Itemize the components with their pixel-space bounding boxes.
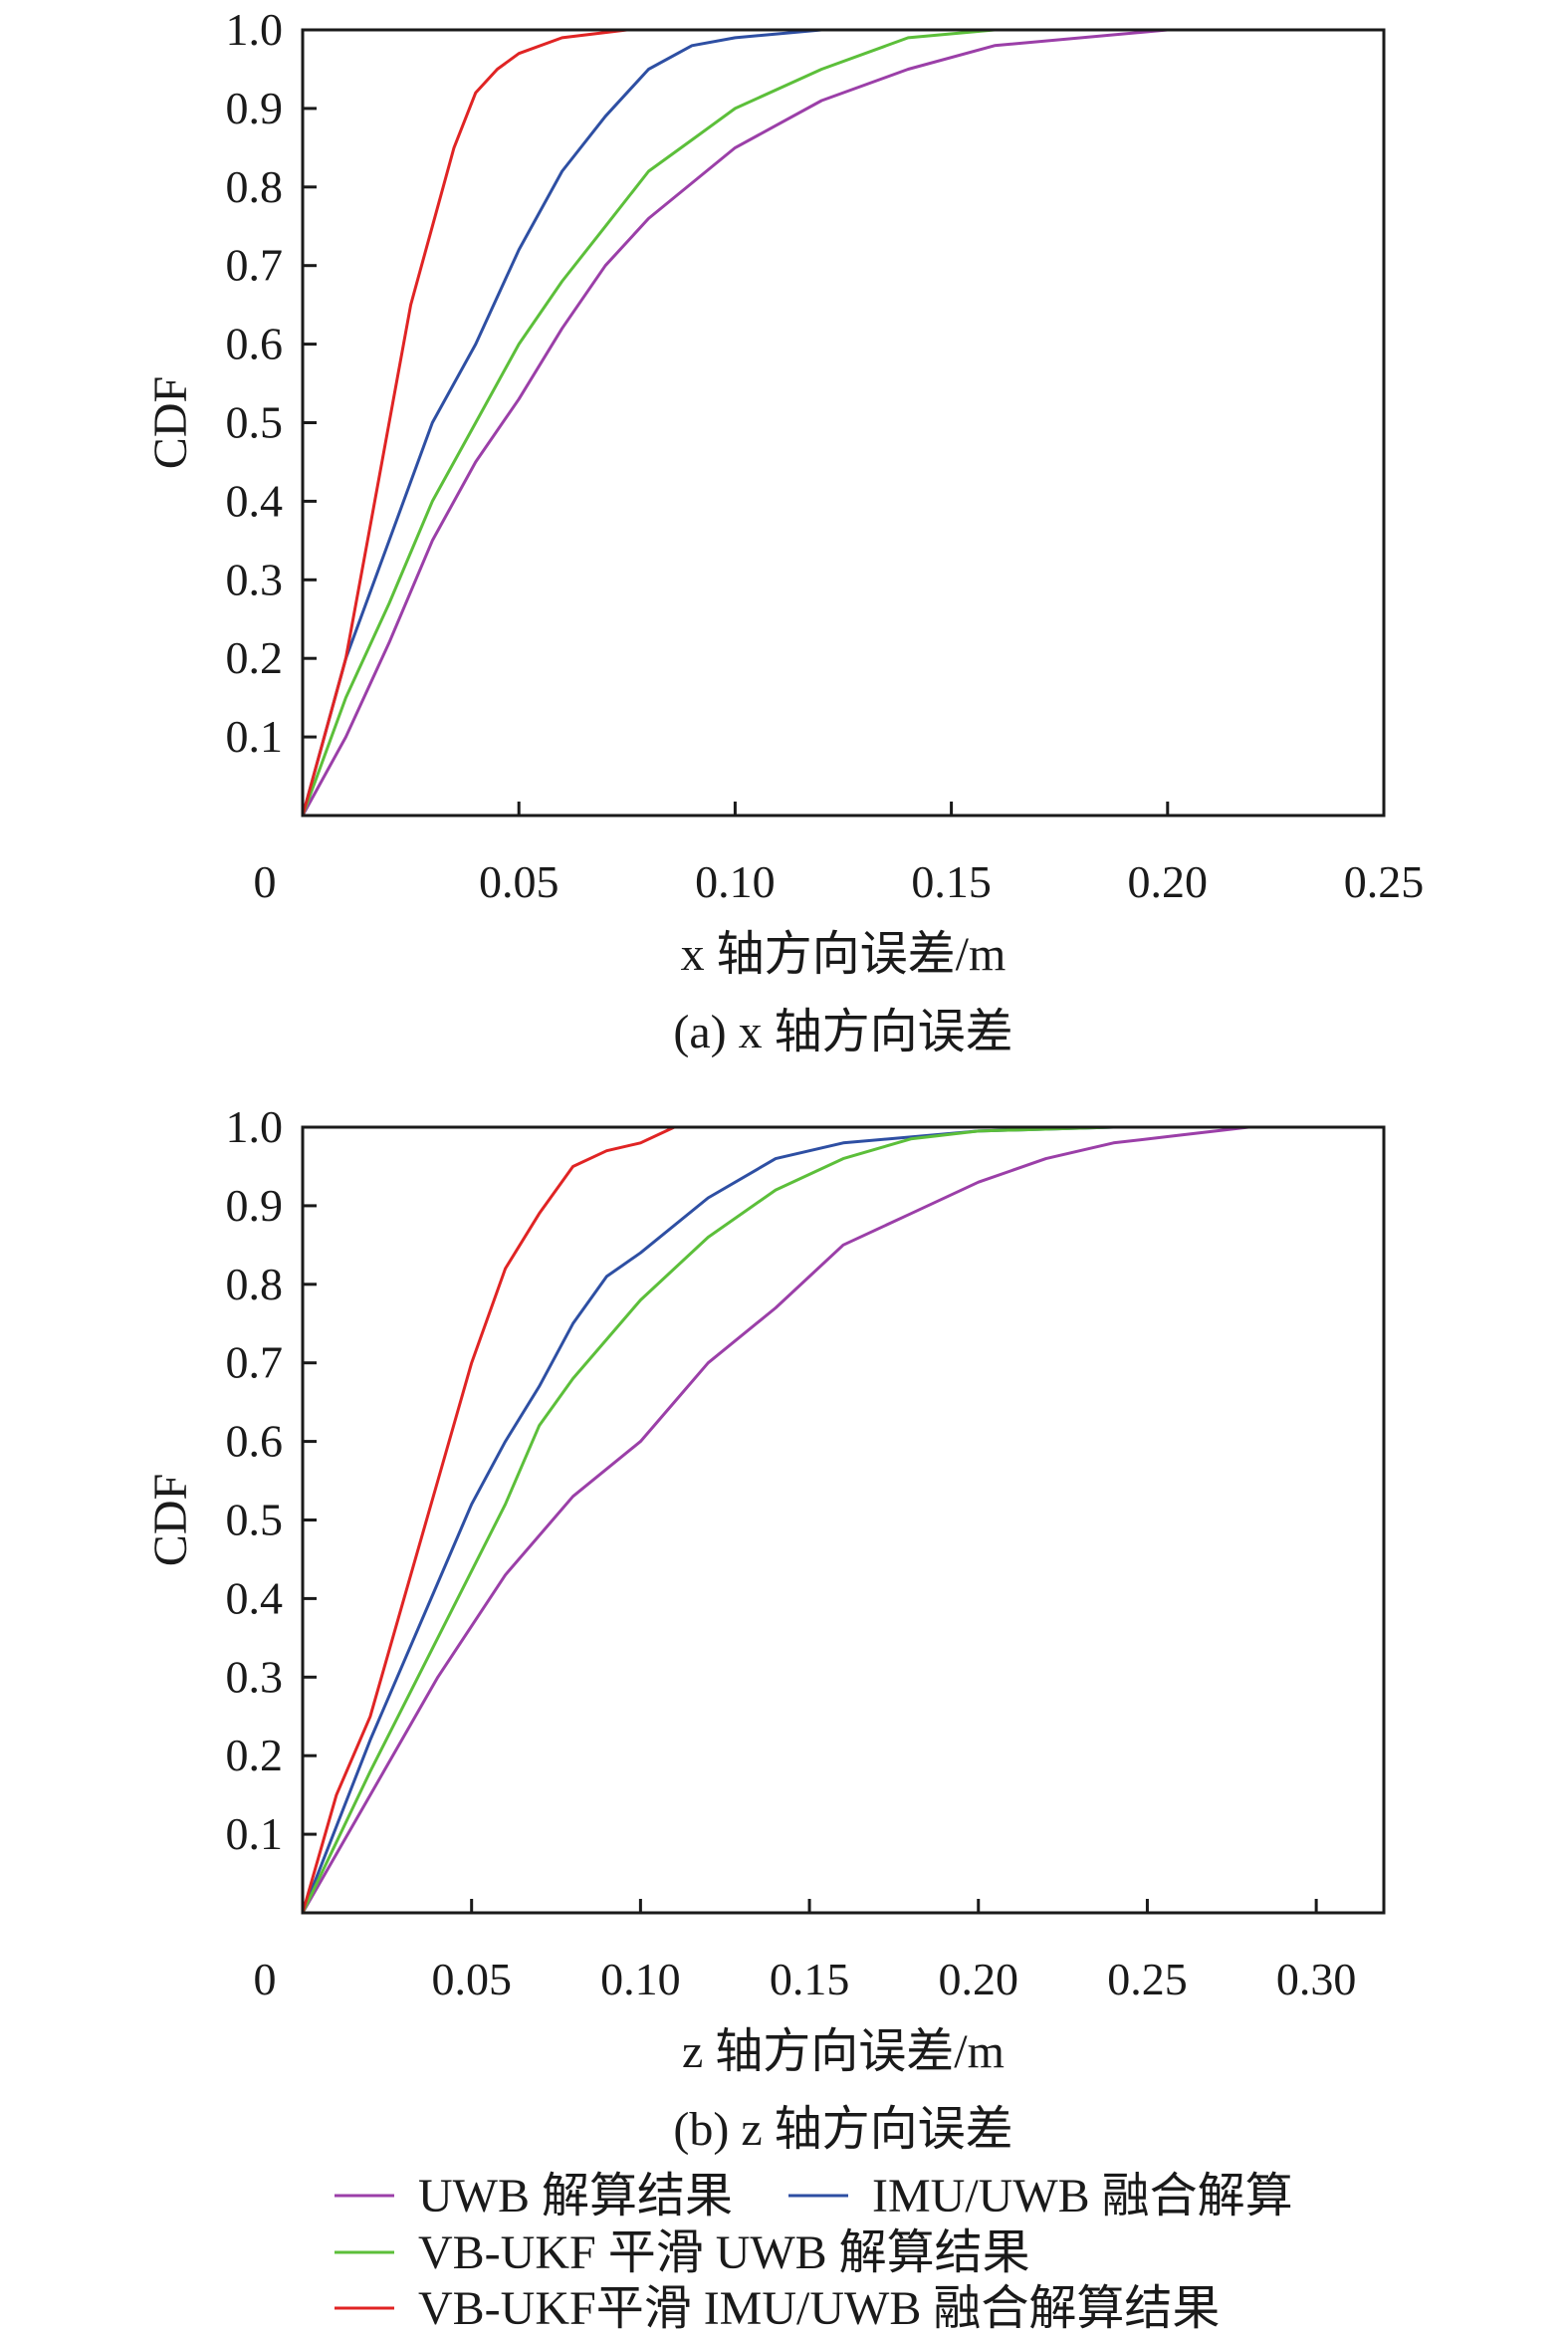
x-tick-label: 0.20 <box>939 1954 1019 2004</box>
y-axis-label: CDF <box>144 1474 197 1566</box>
x-tick-label: 0.25 <box>1344 856 1425 907</box>
y-tick-label: 1.0 <box>226 4 284 55</box>
series-line-1 <box>301 28 822 817</box>
y-tick-label: 0.1 <box>226 711 284 762</box>
x-tick-label: 0.05 <box>431 1954 512 2004</box>
x-tick-label: 0.05 <box>479 856 560 907</box>
chart-title: (a) x 轴方向误差 <box>673 1006 1012 1058</box>
y-tick-label: 0.1 <box>226 1808 284 1859</box>
y-tick-label: 0.2 <box>226 1730 284 1780</box>
plot-frame <box>301 28 1386 818</box>
y-tick-label: 0.7 <box>226 240 284 291</box>
x-axis-label: z 轴方向误差/m <box>682 2025 1005 2078</box>
y-tick-label: 0.5 <box>226 397 284 448</box>
x-tick-label: 0 <box>254 1954 277 2004</box>
x-tick-label: 0.25 <box>1107 1954 1188 2004</box>
y-tick-label: 0.7 <box>226 1337 284 1388</box>
x-tick-label: 0.10 <box>600 1954 681 2004</box>
x-tick-label: 0.30 <box>1276 1954 1357 2004</box>
y-tick-label: 0.2 <box>226 632 284 683</box>
x-tick-label: 0.20 <box>1128 856 1209 907</box>
chart-title: (b) z 轴方向误差 <box>673 2103 1012 2156</box>
series-line-3 <box>301 28 627 817</box>
legend-label-3: VB-UKF平滑 IMU/UWB 融合解算结果 <box>418 2282 1220 2335</box>
legend-label-1: IMU/UWB 融合解算 <box>872 2170 1293 2222</box>
series-line-2 <box>301 28 996 817</box>
series-line-2 <box>301 1125 1114 1914</box>
x-tick-label: 0 <box>254 856 277 907</box>
y-tick-label: 1.0 <box>226 1101 284 1152</box>
y-tick-label: 0.6 <box>226 319 284 369</box>
y-tick-label: 0.5 <box>226 1495 284 1545</box>
series-line-1 <box>301 1125 1114 1914</box>
x-tick-label: 0.10 <box>695 856 776 907</box>
y-tick-label: 0.4 <box>226 475 284 526</box>
y-tick-label: 0.9 <box>226 1180 284 1231</box>
y-axis-label: CDF <box>144 376 197 469</box>
x-tick-label: 0.15 <box>770 1954 850 2004</box>
legend-label-2: VB-UKF 平滑 UWB 解算结果 <box>418 2226 1030 2279</box>
series-line-0 <box>301 28 1232 817</box>
series-line-3 <box>301 1125 675 1914</box>
y-tick-label: 0.6 <box>226 1416 284 1467</box>
y-tick-label: 0.3 <box>226 554 284 604</box>
legend-label-0: UWB 解算结果 <box>418 2170 733 2222</box>
y-tick-label: 0.3 <box>226 1651 284 1702</box>
y-tick-label: 0.9 <box>226 83 284 133</box>
y-tick-label: 0.8 <box>226 161 284 212</box>
x-axis-label: x 轴方向误差/m <box>681 928 1007 981</box>
y-tick-label: 0.8 <box>226 1259 284 1309</box>
series-line-0 <box>301 1125 1351 1914</box>
y-tick-label: 0.4 <box>226 1572 284 1623</box>
x-tick-label: 0.15 <box>911 856 992 907</box>
